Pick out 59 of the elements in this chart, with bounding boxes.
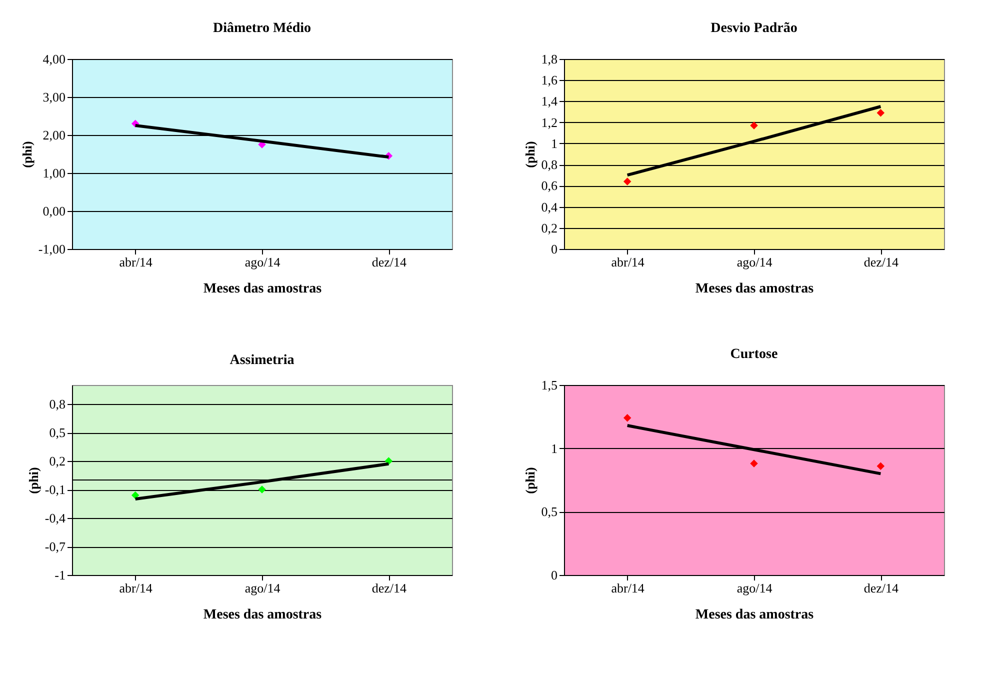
y-tick-label: 3,00 [42,90,66,104]
point [623,178,632,186]
x-tick-label: dez/14 [372,254,407,270]
x-tick-label: ago/14 [244,254,281,270]
y-axis-title: (phi) [522,467,538,494]
x-axis-title: Meses das amostras [695,608,814,622]
chart-title: Curtose [730,347,778,362]
point [131,491,140,500]
x-tick-label: abr/14 [611,580,645,596]
x-tick-label: ago/14 [736,254,773,270]
x-tick-label: ago/14 [736,580,773,596]
x-tick-label: ago/14 [244,580,281,596]
chart-title: Desvio Padrão [710,21,798,36]
y-tick-label: 0,2 [541,220,558,236]
y-tick-label: 0,6 [541,178,558,194]
point [876,108,885,117]
y-tick-label: 0 [551,242,558,256]
x-tick-label: dez/14 [864,580,899,596]
y-axis-title: (phi) [26,467,41,494]
x-axis-title: Meses das amostras [203,282,322,296]
y-tick-label: 0,2 [49,454,66,468]
point [750,122,758,130]
y-tick-label: -0,1 [44,482,66,497]
y-tick-label: -0,7 [44,539,66,554]
x-tick-label: abr/14 [119,580,153,596]
y-tick-label: -0,4 [44,510,66,526]
y-tick-label: -1,00 [38,242,66,256]
y-tick-label: 1 [551,440,558,456]
y-axis-title: (phi) [19,141,34,168]
point [623,414,632,422]
chart-title: Diâmetro Médio [212,21,312,36]
y-tick-label: 1,8 [541,52,558,66]
y-tick-label: 1,5 [541,378,558,392]
y-tick-label: 4,00 [42,52,66,66]
y-tick-label: -1 [54,568,66,582]
y-tick-label: 1,6 [541,72,558,88]
y-axis-title: (phi) [522,141,538,168]
y-tick-label: 1,2 [541,114,558,130]
y-tick-label: 0,8 [541,157,558,172]
x-axis-title: Meses das amostras [203,608,322,622]
point [876,462,885,470]
y-tick-label: 0 [551,568,558,582]
x-tick-label: dez/14 [372,580,407,596]
y-tick-label: 0,8 [49,396,66,412]
chart-title: Assimetria [230,353,294,368]
y-tick-label: 0,4 [541,199,558,214]
y-tick-label: 2,00 [42,128,66,142]
x-tick-label: dez/14 [864,254,899,270]
x-axis-title: Meses das amostras [695,282,814,296]
point [258,486,266,494]
y-tick-label: 0,5 [541,504,558,520]
y-tick-label: 0,5 [49,425,66,440]
x-tick-label: abr/14 [119,254,153,270]
y-tick-label: 1 [551,136,558,151]
y-tick-label: 0,00 [42,204,66,218]
y-tick-label: 1,00 [42,166,66,180]
y-tick-label: 1,4 [541,94,558,109]
x-tick-label: abr/14 [611,254,645,270]
point [750,460,758,468]
